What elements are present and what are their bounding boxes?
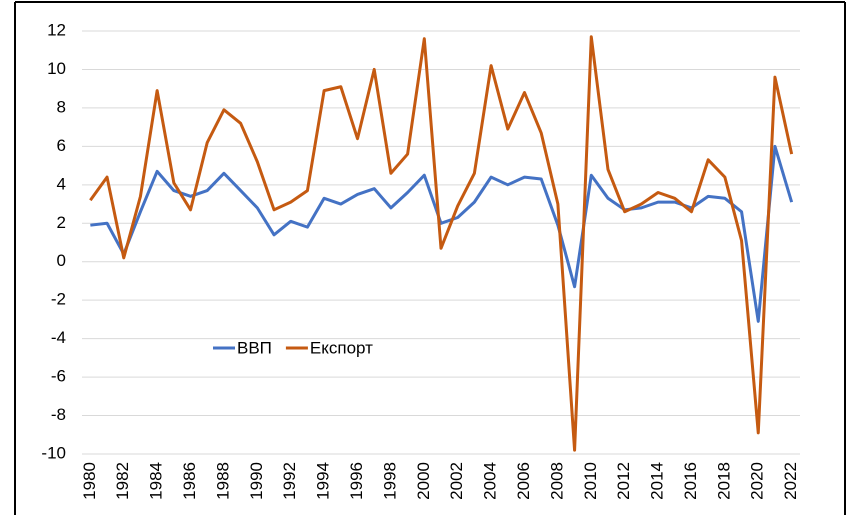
- x-tick-label: 2012: [614, 462, 633, 500]
- y-tick-label: 4: [57, 174, 66, 193]
- y-tick-label: 6: [57, 136, 66, 155]
- y-tick-label: -2: [51, 290, 66, 309]
- y-tick-label: -4: [51, 328, 66, 347]
- x-tick-label: 2014: [648, 462, 667, 500]
- x-tick-label: 2000: [414, 462, 433, 500]
- x-tick-label: 2004: [481, 462, 500, 500]
- x-tick-label: 1994: [314, 462, 333, 500]
- x-tick-label: 2002: [447, 462, 466, 500]
- y-tick-label: 8: [57, 97, 66, 116]
- y-tick-label: 2: [57, 213, 66, 232]
- x-tick-label: 1984: [147, 462, 166, 500]
- y-tick-label: -6: [51, 367, 66, 386]
- x-tick-label: 1986: [180, 462, 199, 500]
- x-tick-label: 1982: [113, 462, 132, 500]
- y-tick-label: -8: [51, 405, 66, 424]
- x-tick-label: 1998: [380, 462, 399, 500]
- y-tick-label: -10: [41, 443, 66, 462]
- x-tick-label: 2022: [781, 462, 800, 500]
- y-tick-label: 12: [47, 20, 66, 39]
- y-tick-label: 10: [47, 59, 66, 78]
- x-tick-label: 1980: [80, 462, 99, 500]
- y-tick-label: 0: [57, 251, 66, 270]
- x-tick-label: 2010: [581, 462, 600, 500]
- x-tick-label: 1996: [347, 462, 366, 500]
- series-line: [90, 144, 794, 323]
- legend-label: ВВП: [237, 338, 272, 357]
- series-line: [89, 35, 794, 452]
- x-tick-label: 2020: [748, 462, 767, 500]
- x-tick-label: 1990: [247, 462, 266, 500]
- x-tick-label: 2008: [547, 462, 566, 500]
- x-tick-label: 2016: [681, 462, 700, 500]
- x-tick-label: 2006: [514, 462, 533, 500]
- legend-label: Експорт: [310, 338, 373, 357]
- x-tick-label: 1988: [213, 462, 232, 500]
- x-tick-label: 2018: [714, 462, 733, 500]
- x-tick-label: 1992: [280, 462, 299, 500]
